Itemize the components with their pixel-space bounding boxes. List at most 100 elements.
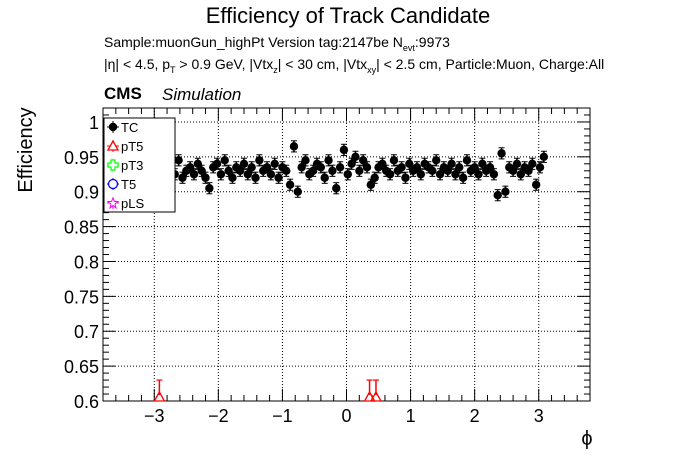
tc-point (193, 159, 203, 169)
tc-point (308, 166, 318, 175)
tc-point (531, 180, 541, 189)
tc-point (462, 156, 472, 165)
tc-point (470, 163, 479, 172)
tc-point (197, 166, 206, 175)
legend: TC pT5 pT3 T5 pLS (103, 117, 176, 213)
tc-point (251, 173, 260, 182)
tc-point (239, 159, 249, 169)
legend-label-T5: T5 (121, 177, 136, 192)
tc-point (274, 173, 283, 182)
tc-point (201, 173, 210, 182)
x-tick-label: 2 (470, 406, 480, 426)
x-tick-label: 0 (341, 406, 351, 426)
tc-point (443, 166, 452, 175)
legend-label-pLS: pLS (121, 196, 144, 211)
tc-point (366, 180, 376, 189)
legend-marker-T5 (107, 178, 119, 190)
tc-point (416, 170, 426, 179)
simulation-label: Simulation (162, 85, 242, 104)
tc-point (451, 170, 460, 179)
tc-point (497, 149, 506, 158)
tc-point (524, 166, 533, 175)
tc-point (447, 159, 456, 169)
sample-info: Sample:muonGun_highPt Version tag:2147be… (104, 34, 450, 53)
tc-point (370, 173, 379, 182)
y-tick-label: 0.65 (64, 357, 99, 377)
tc-point (285, 180, 295, 189)
tc-point (539, 152, 549, 162)
tc-point (489, 170, 499, 179)
tc-point (289, 142, 299, 151)
legend-marker-pLS (106, 196, 120, 210)
tc-point (512, 159, 522, 169)
y-tick-label: 0.75 (64, 287, 99, 307)
tc-point (316, 163, 326, 172)
sample-text: Sample:muonGun_highPt Version tag:2147be… (104, 34, 403, 50)
y-tick-label: 0.8 (74, 252, 99, 272)
legend-marker-TC (108, 122, 118, 132)
tc-point (435, 170, 445, 179)
x-tick-label: −1 (272, 406, 293, 426)
series-tc (146, 140, 549, 202)
legend-label-pT5: pT5 (121, 139, 143, 154)
pt5-point (363, 390, 376, 402)
tc-point (401, 173, 410, 182)
tc-point (282, 166, 291, 175)
legend-label-TC: TC (121, 120, 138, 135)
y-tick-label: 0.7 (74, 322, 99, 342)
tc-point (185, 163, 195, 172)
tc-point (328, 166, 337, 175)
chart-title: Efficiency of Track Candidate (205, 3, 491, 28)
tc-point (255, 156, 264, 165)
pt5-point (369, 390, 383, 402)
tc-point (455, 163, 464, 172)
tc-point (335, 163, 345, 172)
x-tick-label: 3 (534, 406, 544, 426)
tc-point (474, 170, 483, 179)
tc-point (478, 159, 487, 169)
tc-point (378, 159, 387, 169)
tc-point (358, 156, 368, 165)
tc-point (270, 159, 279, 169)
tc-point (189, 170, 199, 179)
tc-point (174, 156, 183, 165)
nevt-value: :9973 (414, 34, 450, 50)
tc-point (397, 163, 406, 172)
y-tick-label: 0.95 (64, 148, 99, 168)
x-tick-label: −2 (208, 406, 229, 426)
tc-point (432, 156, 441, 165)
tc-point (493, 191, 502, 200)
tc-point (412, 163, 422, 172)
tc-point (178, 173, 187, 182)
tc-point (508, 166, 518, 175)
tc-point (228, 173, 237, 182)
tc-point (216, 170, 226, 179)
evt-subscript: evt (402, 42, 415, 53)
tc-point (485, 163, 495, 172)
tc-point (501, 187, 510, 196)
tc-point (339, 145, 349, 155)
y-tick-label: 1 (89, 113, 99, 133)
tc-point (535, 163, 545, 172)
y-tick-label: 0.85 (64, 218, 99, 238)
tc-point (355, 166, 364, 175)
tc-point (297, 163, 306, 172)
tc-point (458, 173, 468, 182)
legend-label-pT3: pT3 (121, 158, 143, 173)
tc-point (362, 163, 372, 172)
tc-point (516, 170, 525, 179)
tc-point (405, 159, 414, 169)
tc-point (293, 187, 302, 196)
tc-point (235, 166, 245, 175)
tc-point (205, 184, 214, 193)
tc-point (243, 170, 253, 179)
cms-label: CMS (104, 84, 142, 103)
y-tick-label: 0.6 (74, 392, 99, 412)
y-tick-label: 0.9 (74, 183, 99, 203)
tc-point (351, 152, 360, 162)
tc-point (389, 156, 399, 165)
tc-point (224, 166, 233, 175)
legend-marker-pT5 (106, 139, 120, 151)
pt5-point (153, 390, 166, 402)
